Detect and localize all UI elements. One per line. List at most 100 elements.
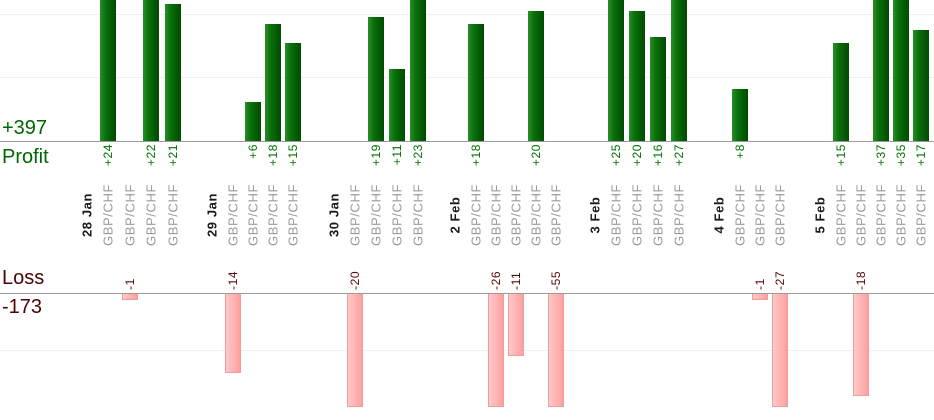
loss-value-label: -1 <box>753 278 767 290</box>
symbol-label: GBP/CHF <box>608 184 624 246</box>
profit-value-label: +16 <box>651 144 665 167</box>
date-label: 28 Jan <box>79 192 95 238</box>
profit-bar <box>468 24 484 141</box>
profit-bar <box>265 24 281 141</box>
symbol-label: GBP/CHF <box>772 184 788 246</box>
loss-bar <box>347 294 363 407</box>
profit-value-label: +18 <box>266 144 280 167</box>
loss-value-label: -55 <box>549 270 563 290</box>
gridline <box>0 14 934 15</box>
profit-value-label: +18 <box>469 144 483 167</box>
loss-value-label: -1 <box>122 278 137 290</box>
symbol-label: GBP/CHF <box>410 184 426 246</box>
loss-value-label: -14 <box>226 270 240 290</box>
date-label: 5 Feb <box>812 196 828 234</box>
symbol-label: GBP/CHF <box>528 184 544 246</box>
loss-bar <box>772 294 788 407</box>
symbol-label: GBP/CHF <box>285 184 301 246</box>
loss-bar <box>225 294 241 373</box>
profit-bar <box>528 11 544 141</box>
loss-axis-label: Loss <box>2 267 45 289</box>
profit-bar <box>608 0 624 141</box>
symbol-label: GBP/CHF <box>913 184 929 246</box>
profit-bar <box>913 30 929 141</box>
profit-value-label: +22 <box>144 144 158 167</box>
profit-axis-label: Profit <box>2 146 49 168</box>
gridline <box>0 350 934 351</box>
profit-bar <box>143 0 159 141</box>
loss-value-label: -26 <box>489 270 503 290</box>
date-label: 30 Jan <box>326 192 342 238</box>
loss-bar <box>488 294 504 407</box>
profit-bar <box>629 11 645 141</box>
profit-value-label: +20 <box>529 144 543 167</box>
symbol-label: GBP/CHF <box>389 184 405 246</box>
symbol-label: GBP/CHF <box>752 184 768 246</box>
profit-bar <box>873 0 889 141</box>
profit-value-label: +37 <box>874 144 888 167</box>
profit-value-label: +6 <box>246 144 260 159</box>
loss-value-label: -11 <box>509 271 523 290</box>
loss-total: -173 <box>2 296 43 318</box>
symbol-label: GBP/CHF <box>732 184 748 246</box>
profit-value-label: +15 <box>834 144 848 167</box>
loss-bar <box>853 294 869 396</box>
loss-bar <box>121 294 138 300</box>
symbol-label: GBP/CHF <box>508 184 524 246</box>
date-label: 29 Jan <box>204 192 220 238</box>
symbol-label: GBP/CHF <box>650 184 666 246</box>
symbol-label: GBP/CHF <box>143 184 159 246</box>
symbol-label: GBP/CHF <box>122 184 137 246</box>
profit-value-label: +25 <box>609 144 623 167</box>
symbol-label: GBP/CHF <box>873 184 889 246</box>
profit-value-label: +19 <box>369 144 383 167</box>
profit-bar <box>368 17 384 141</box>
profit-value-label: +8 <box>733 144 747 159</box>
symbol-label: GBP/CHF <box>265 184 281 246</box>
profit-bar <box>410 0 426 141</box>
profit-bar <box>650 37 666 141</box>
profit-value-label: +20 <box>630 144 644 167</box>
symbol-label: GBP/CHF <box>165 184 180 246</box>
symbol-label: GBP/CHF <box>100 184 116 246</box>
profit-bar <box>285 43 301 141</box>
symbol-label: GBP/CHF <box>225 184 241 246</box>
symbol-label: GBP/CHF <box>833 184 849 246</box>
profit-value-label: +21 <box>165 144 180 167</box>
profit-value-label: +17 <box>914 144 928 167</box>
profit-value-label: +24 <box>101 144 115 167</box>
loss-axis-line <box>0 293 934 294</box>
profit-bar <box>671 0 687 141</box>
profit-bar <box>100 0 116 141</box>
symbol-label: GBP/CHF <box>671 184 687 246</box>
profit-value-label: +35 <box>894 144 908 167</box>
date-label: 3 Feb <box>587 196 603 234</box>
symbol-label: GBP/CHF <box>368 184 384 246</box>
profit-axis-line <box>0 141 934 142</box>
symbol-label: GBP/CHF <box>347 184 363 246</box>
loss-value-label: -20 <box>348 270 362 290</box>
profit-bar <box>245 102 261 141</box>
symbol-label: GBP/CHF <box>245 184 261 246</box>
profit-bar <box>389 69 405 141</box>
loss-value-label: -27 <box>773 270 787 290</box>
profit-total: +397 <box>2 117 48 139</box>
symbol-label: GBP/CHF <box>893 184 909 246</box>
date-label: 4 Feb <box>711 196 727 234</box>
gridline <box>0 77 934 78</box>
profit-value-label: +27 <box>672 144 686 167</box>
profit-value-label: +11 <box>390 144 404 166</box>
profit-bar <box>893 0 909 141</box>
symbol-label: GBP/CHF <box>853 184 869 246</box>
symbol-label: GBP/CHF <box>629 184 645 246</box>
symbol-label: GBP/CHF <box>548 184 564 246</box>
loss-bar <box>752 294 768 300</box>
date-label: 2 Feb <box>447 196 463 234</box>
loss-bar <box>548 294 564 407</box>
loss-bar <box>508 294 524 356</box>
profit-bar <box>732 89 748 141</box>
profit-value-label: +15 <box>286 144 300 167</box>
profit-bar <box>833 43 849 141</box>
symbol-label: GBP/CHF <box>468 184 484 246</box>
